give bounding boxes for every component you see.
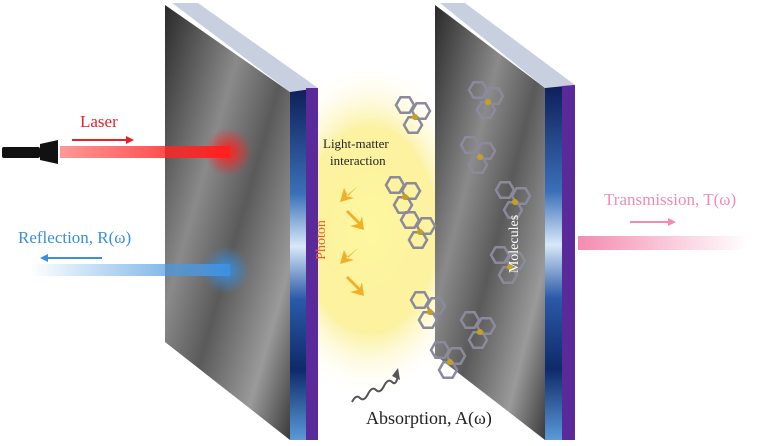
molecule-icon (459, 135, 497, 175)
left-mirror (165, 3, 318, 440)
flashlight-icon (2, 140, 58, 164)
molecule-icon (467, 80, 505, 120)
molecules-label: Molecules (507, 214, 523, 274)
molecule-icon (429, 340, 467, 380)
wavy-arrow-icon (351, 368, 400, 403)
transmission-label: Transmission, T(ω) (604, 190, 737, 209)
molecule-icon (459, 310, 497, 350)
light-matter-label-line1: Light-matter (323, 136, 389, 151)
light-matter-label-line2: interaction (330, 153, 386, 168)
absorption-label: Absorption, A(ω) (366, 408, 492, 428)
molecule-icon (494, 180, 532, 220)
laser-spot (204, 128, 252, 176)
laser-label: Laser (80, 112, 118, 131)
photon-label: Photon (313, 220, 329, 260)
photon-arrow-icon (340, 184, 364, 296)
right-mirror (435, 3, 575, 440)
laser-beam (60, 146, 230, 158)
reflection-spot (202, 246, 250, 294)
molecule-icon (409, 290, 447, 330)
transmission-beam (578, 236, 748, 250)
reflection-beam (30, 264, 230, 276)
molecules-group (384, 80, 532, 380)
molecule-icon (384, 175, 422, 215)
laser-arrow-icon (72, 136, 134, 144)
reflection-label: Reflection, R(ω) (18, 228, 132, 247)
molecule-icon (489, 245, 527, 285)
molecule-icon (399, 210, 437, 250)
transmission-arrow-icon (630, 218, 676, 226)
reflection-arrow-icon (40, 254, 102, 262)
molecule-icon (394, 95, 432, 135)
